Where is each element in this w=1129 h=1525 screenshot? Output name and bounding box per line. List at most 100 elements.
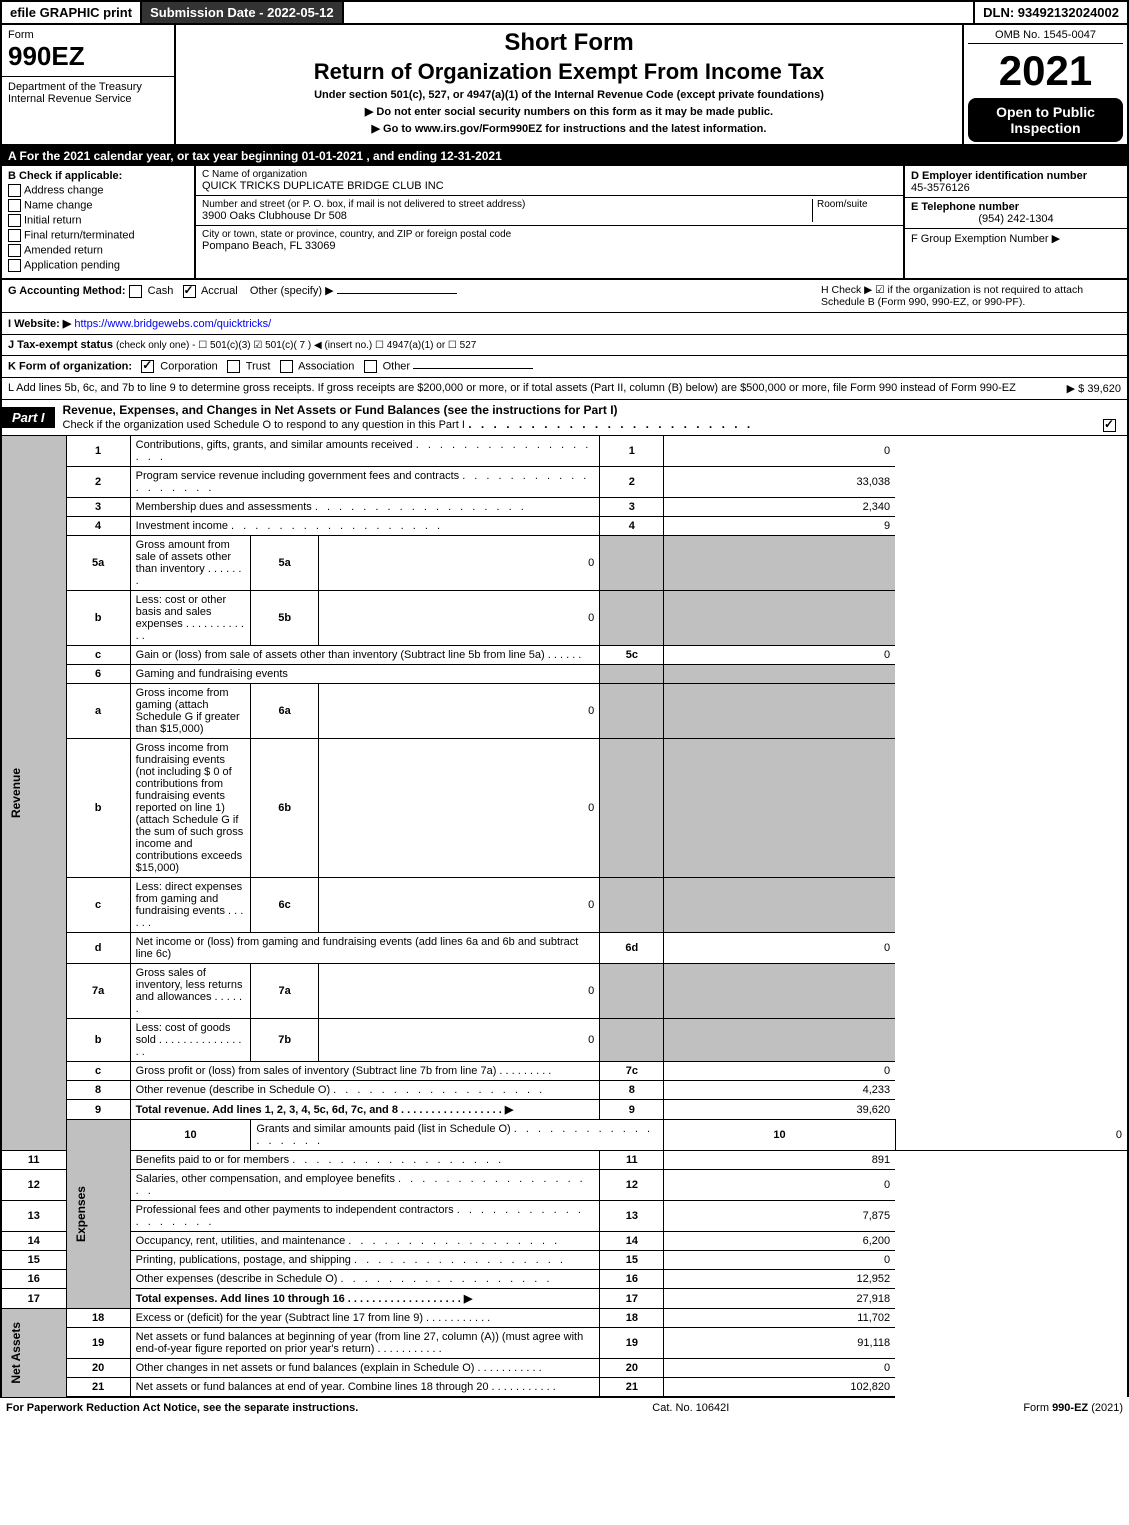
line-number: 12 [1,1170,66,1201]
line-label: Benefits paid to or for members . . . . … [130,1151,600,1170]
line-label: Gain or (loss) from sale of assets other… [130,646,600,665]
outer-value: 4,233 [664,1081,895,1100]
form-label: Form [8,29,168,41]
outer-box: 16 [600,1270,664,1289]
outer-value: 0 [664,1170,895,1201]
check-trust[interactable] [227,360,240,373]
table-row: 5aGross amount from sale of assets other… [1,536,1128,591]
outer-value: 91,118 [664,1328,895,1359]
table-row: 14Occupancy, rent, utilities, and mainte… [1,1232,1128,1251]
table-row: Net Assets18Excess or (deficit) for the … [1,1309,1128,1328]
label-ein: D Employer identification number [911,170,1121,182]
line-number: 8 [66,1081,130,1100]
table-row: 8Other revenue (describe in Schedule O) … [1,1081,1128,1100]
line-gh: G Accounting Method: Cash Accrual Other … [0,280,1129,313]
outer-box: 11 [600,1151,664,1170]
line-number: 15 [1,1251,66,1270]
line-l: L Add lines 5b, 6c, and 7b to line 9 to … [0,378,1129,400]
outer-box: 2 [600,467,664,498]
line-label: Total expenses. Add lines 10 through 16 … [130,1289,600,1309]
line-label: Less: direct expenses from gaming and fu… [130,878,251,933]
check-amended[interactable]: Amended return [8,244,188,257]
check-name-change[interactable]: Name change [8,199,188,212]
line-number: 1 [66,436,130,467]
table-row: 12Salaries, other compensation, and empl… [1,1170,1128,1201]
expenses-side-label: Expenses [72,1178,90,1250]
check-other-org[interactable] [364,360,377,373]
line-number: b [66,1019,130,1062]
cat-no: Cat. No. 10642I [652,1402,729,1414]
check-assoc[interactable] [280,360,293,373]
line-label: Gross profit or (loss) from sales of inv… [130,1062,600,1081]
outer-box: 18 [600,1309,664,1328]
line-label: Membership dues and assessments . . . . … [130,498,600,517]
line-k: K Form of organization: Corporation Trus… [0,356,1129,378]
line-number: 7a [66,964,130,1019]
label-street: Number and street (or P. O. box, if mail… [202,199,808,210]
table-row: 17Total expenses. Add lines 10 through 1… [1,1289,1128,1309]
submission-date: Submission Date - 2022-05-12 [142,2,344,23]
instructions-link[interactable]: ▶ Go to www.irs.gov/Form990EZ for instru… [182,122,956,135]
outer-value [664,591,895,646]
outer-box [600,665,664,684]
label-city: City or town, state or province, country… [202,229,897,240]
table-row: cLess: direct expenses from gaming and f… [1,878,1128,933]
omb-number: OMB No. 1545-0047 [968,27,1123,44]
outer-box [600,684,664,739]
outer-value: 39,620 [664,1100,895,1120]
website-link[interactable]: https://www.bridgewebs.com/quicktricks/ [74,318,271,330]
inner-value: 0 [318,964,599,1019]
table-row: bLess: cost of goods sold . . . . . . . … [1,1019,1128,1062]
line-label: Printing, publications, postage, and shi… [130,1251,600,1270]
check-cash[interactable] [129,285,142,298]
check-accrual[interactable] [183,285,196,298]
outer-value: 12,952 [664,1270,895,1289]
table-row: bGross income from fundraising events (n… [1,739,1128,878]
table-row: 7aGross sales of inventory, less returns… [1,964,1128,1019]
check-initial-return[interactable]: Initial return [8,214,188,227]
outer-box: 9 [600,1100,664,1120]
line-label: Gross sales of inventory, less returns a… [130,964,251,1019]
outer-value: 2,340 [664,498,895,517]
line-number: 9 [66,1100,130,1120]
check-corp[interactable] [141,360,154,373]
line-number: d [66,933,130,964]
line-label: Program service revenue including govern… [130,467,600,498]
line-label: Other expenses (describe in Schedule O) … [130,1270,600,1289]
outer-value: 891 [664,1151,895,1170]
street-address: 3900 Oaks Clubhouse Dr 508 [202,210,808,222]
outer-value: 0 [895,1120,1128,1151]
line-number: b [66,591,130,646]
check-application-pending[interactable]: Application pending [8,259,188,272]
outer-value [664,665,895,684]
line-j: J Tax-exempt status (check only one) - ☐… [0,335,1129,356]
outer-value: 6,200 [664,1232,895,1251]
table-row: cGross profit or (loss) from sales of in… [1,1062,1128,1081]
inner-value: 0 [318,684,599,739]
outer-box [600,591,664,646]
inspection-badge: Open to Public Inspection [968,98,1123,142]
line-label: Excess or (deficit) for the year (Subtra… [130,1309,600,1328]
phone-value: (954) 242-1304 [911,213,1121,225]
tax-year: 2021 [968,44,1123,98]
part-i-label: Part I [2,407,55,428]
table-row: 11Benefits paid to or for members . . . … [1,1151,1128,1170]
line-label: Net income or (loss) from gaming and fun… [130,933,600,964]
outer-value: 9 [664,517,895,536]
outer-box: 14 [600,1232,664,1251]
form-header: Form 990EZ Department of the Treasury In… [0,23,1129,146]
outer-box: 3 [600,498,664,517]
ein-value: 45-3576126 [911,182,1121,194]
line-number: 11 [1,1151,66,1170]
inner-box: 7b [251,1019,318,1062]
line-i: I Website: ▶ https://www.bridgewebs.com/… [0,313,1129,335]
outer-box [600,536,664,591]
check-address-change[interactable]: Address change [8,184,188,197]
check-final-return[interactable]: Final return/terminated [8,229,188,242]
outer-box [600,739,664,878]
check-schedule-o-used[interactable] [1103,419,1116,432]
line-label: Grants and similar amounts paid (list in… [251,1120,664,1151]
line-number: c [66,1062,130,1081]
city-state-zip: Pompano Beach, FL 33069 [202,240,897,252]
line-label: Gaming and fundraising events [130,665,600,684]
